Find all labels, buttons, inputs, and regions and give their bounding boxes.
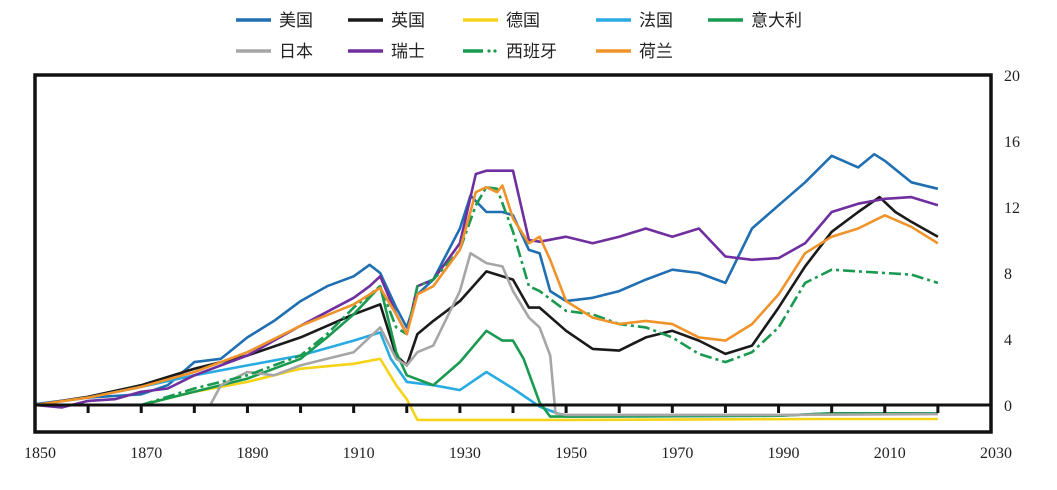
series-line-8: [34, 184, 939, 407]
legend-label: 西班牙: [506, 42, 557, 61]
legend-item: 日本: [236, 42, 313, 61]
axes: 1850 1870 1890 1910 1930 1950 1970 1990 2010 2030…: [24, 68, 1020, 462]
legend-label: 瑞士: [391, 42, 425, 61]
x-tick-label: 1950: [555, 445, 587, 462]
series-line-5: [209, 251, 938, 417]
legend-item: 意大利: [708, 11, 802, 30]
x-tick-label: 1970: [661, 445, 693, 462]
legend-label: 法国: [639, 11, 673, 30]
legend-label: 德国: [506, 11, 540, 30]
legend-item: 德国: [463, 11, 540, 30]
x-tick-label: 2030: [980, 445, 1012, 462]
legend-item: 英国: [348, 11, 425, 30]
series-line-7: [140, 185, 939, 407]
legend-label: 意大利: [751, 11, 802, 30]
series-line-4: [140, 284, 938, 418]
y-tick-label: 12: [1004, 200, 1020, 217]
series-line-1: [34, 195, 939, 407]
x-tick-label: 1870: [130, 445, 162, 462]
y-tick-label: 8: [1004, 266, 1012, 283]
plot-frame: [33, 73, 993, 434]
y-tick-label: 16: [1004, 134, 1020, 151]
x-tick-label: 1910: [343, 445, 375, 462]
series-group: [34, 152, 939, 422]
y-tick-label: 20: [1004, 68, 1020, 85]
series-line-6: [34, 169, 939, 409]
x-tick-label: 1990: [768, 445, 800, 462]
x-tick-label: 1930: [449, 445, 481, 462]
legend-label: 日本: [279, 42, 313, 61]
x-tick-label: 1890: [236, 445, 268, 462]
x-tick-label: 1850: [24, 445, 56, 462]
legend-item: 西班牙: [463, 42, 557, 61]
legend-swatch-dot: [493, 49, 497, 53]
legend-label: 美国: [279, 11, 313, 30]
legend-item: 荷兰: [596, 42, 673, 61]
y-tick-label: 4: [1004, 332, 1012, 349]
legend-item: 瑞士: [348, 42, 425, 61]
legend-item: 法国: [596, 11, 673, 30]
series-line-0: [34, 152, 939, 406]
legend-swatch-dot: [487, 49, 491, 53]
x-tick-label: 2010: [874, 445, 906, 462]
legend-label: 英国: [391, 11, 425, 30]
legend-item: 美国: [236, 11, 313, 30]
legend-label: 荷兰: [639, 42, 673, 61]
y-tick-label: 0: [1004, 398, 1012, 415]
series-line-2: [140, 357, 938, 422]
